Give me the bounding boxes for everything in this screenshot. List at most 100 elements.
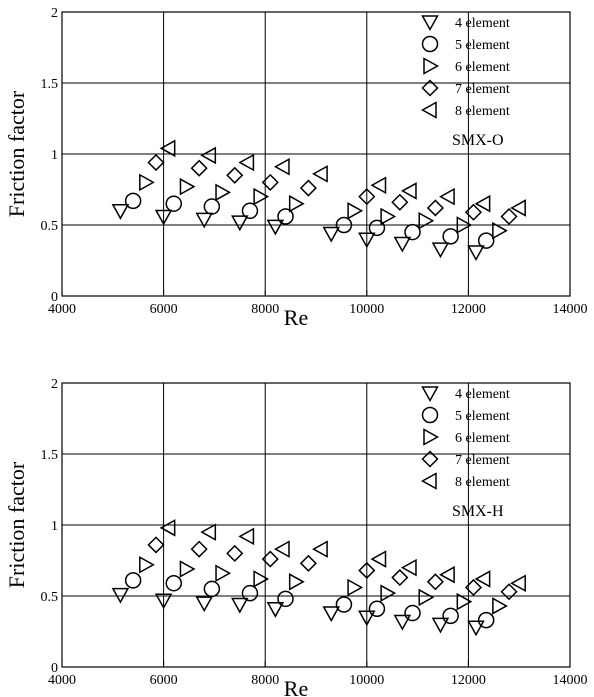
legend-item: 5 element xyxy=(421,35,510,53)
data-point xyxy=(358,610,376,627)
y-tick-label: 2 xyxy=(51,6,58,21)
data-point xyxy=(368,600,386,618)
x-tick-label: 12000 xyxy=(451,673,486,688)
y-tick-label: 2 xyxy=(51,377,58,392)
chart-smx-o: 4000 6000 8000 10000 12000 14000 0 0.5 1 1.5 2 4 e… xyxy=(4,6,588,330)
legend-marker xyxy=(421,35,439,53)
legend-marker xyxy=(420,472,437,490)
data-point xyxy=(431,242,450,259)
data-point xyxy=(404,604,421,622)
data-point xyxy=(380,584,397,602)
data-point xyxy=(370,550,387,568)
data-point xyxy=(393,614,412,631)
chart-smx-h: 4000 6000 8000 10000 12000 14000 0 0.5 1 1.5 2 4 e… xyxy=(4,377,588,697)
data-point xyxy=(500,207,518,226)
x-tick-label: 8000 xyxy=(251,673,279,688)
data-point xyxy=(370,176,387,195)
data-point xyxy=(426,573,444,591)
x-tick-label: 8000 xyxy=(251,302,279,317)
legend-item: 6 element xyxy=(423,57,510,75)
legend-label: 5 element xyxy=(455,409,510,424)
chart-annotation: SMX-O xyxy=(452,132,504,149)
data-point xyxy=(154,593,173,610)
data-point xyxy=(154,209,173,226)
legend-item: 7 element xyxy=(421,450,510,468)
y-tick-label: 1.5 xyxy=(41,448,59,463)
data-point xyxy=(231,597,249,614)
legend-item: 8 element xyxy=(420,472,510,490)
legend-marker xyxy=(421,406,439,424)
data-point xyxy=(474,194,491,213)
data-point xyxy=(418,588,435,607)
data-point xyxy=(195,596,214,613)
data-point xyxy=(358,188,376,206)
y-axis-label: Friction factor xyxy=(4,461,29,588)
x-tick-label: 4000 xyxy=(48,302,76,317)
legend-marker xyxy=(421,79,439,97)
data-point xyxy=(358,232,376,249)
data-point xyxy=(238,153,255,172)
data-point xyxy=(439,187,455,206)
data-point xyxy=(266,219,285,236)
legend-marker xyxy=(421,450,439,468)
data-point xyxy=(418,211,435,230)
series-6-element xyxy=(139,555,508,615)
data-point xyxy=(312,165,328,183)
legend-item: 7 element xyxy=(421,79,510,97)
x-axis-label: Re xyxy=(284,676,308,697)
data-point xyxy=(510,574,526,592)
data-point xyxy=(241,202,259,220)
series-5-element xyxy=(124,572,495,629)
y-axis-label: Friction factor xyxy=(4,90,29,217)
data-point xyxy=(203,580,221,598)
data-point xyxy=(492,597,508,615)
data-point xyxy=(241,584,259,602)
data-point xyxy=(431,617,450,634)
legend-marker xyxy=(423,57,440,75)
x-axis-label: Re xyxy=(284,305,308,330)
data-point xyxy=(391,568,409,587)
legend-label: 6 element xyxy=(455,431,510,446)
legend-item: 5 element xyxy=(421,406,510,424)
x-tick-label: 10000 xyxy=(349,302,384,317)
data-point xyxy=(190,540,208,558)
x-tick-label: 6000 xyxy=(150,673,178,688)
data-point xyxy=(442,607,459,625)
data-point xyxy=(226,544,244,562)
data-point xyxy=(288,573,305,591)
legend-item: 4 element xyxy=(421,386,510,403)
x-tick-label: 14000 xyxy=(553,302,588,317)
data-point xyxy=(238,527,255,546)
data-point xyxy=(111,204,130,220)
data-point xyxy=(456,216,473,234)
data-point xyxy=(312,540,328,558)
data-point xyxy=(299,179,317,197)
legend-label: 7 element xyxy=(455,453,510,468)
data-point xyxy=(215,564,232,583)
data-point xyxy=(124,192,142,210)
legend-item: 8 element xyxy=(420,101,510,119)
data-point xyxy=(139,555,155,574)
legend-label: 4 element xyxy=(455,16,510,31)
data-point xyxy=(391,193,409,211)
data-point xyxy=(347,202,364,220)
data-point xyxy=(253,187,270,206)
data-point xyxy=(500,583,518,601)
data-point xyxy=(347,578,364,597)
series-7-element xyxy=(147,153,518,226)
data-point xyxy=(439,565,455,584)
y-tick-label: 0 xyxy=(51,661,58,676)
data-point xyxy=(147,536,165,554)
data-point xyxy=(277,590,294,608)
data-point xyxy=(226,166,244,184)
data-point xyxy=(165,195,183,212)
x-tick-label: 12000 xyxy=(451,302,486,317)
data-point xyxy=(266,602,285,618)
y-tick-label: 0 xyxy=(51,290,58,305)
data-point xyxy=(510,199,526,217)
data-point xyxy=(400,558,417,577)
data-point xyxy=(253,570,270,588)
data-point xyxy=(368,219,386,237)
legend-label: 4 element xyxy=(455,387,510,402)
